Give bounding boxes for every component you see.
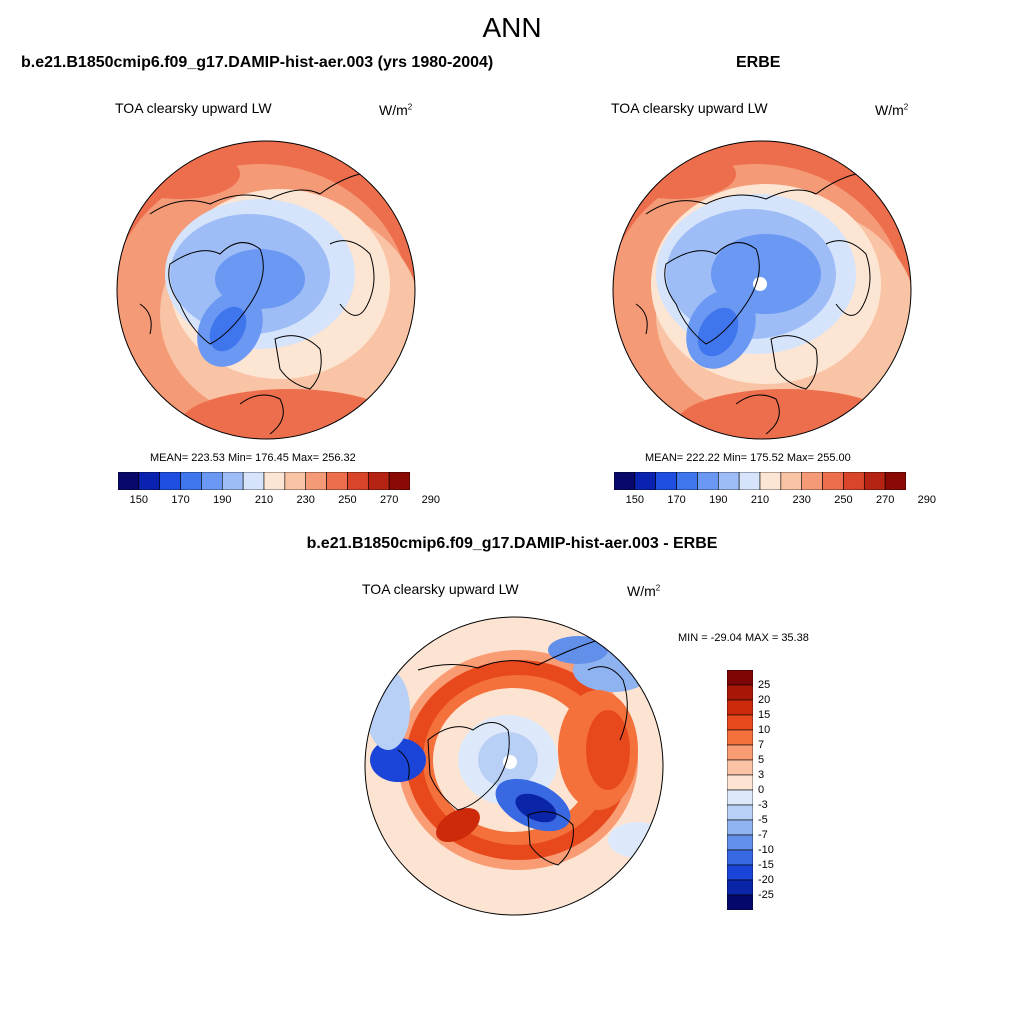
colorbar-swatch: [180, 472, 202, 490]
test-colorbar-ticks: 150 170 190 210 230 250 270 290: [118, 494, 440, 508]
colorbar-swatch: [305, 472, 327, 490]
colorbar-swatch: [727, 729, 753, 746]
colorbar-swatch: [822, 472, 844, 490]
colorbar-swatch: [367, 472, 390, 490]
colorbar-tick-label: 190: [213, 494, 232, 506]
colorbar-swatch: [727, 789, 753, 806]
colorbar-swatch: [326, 472, 348, 490]
diff-polar-map: [364, 616, 664, 916]
colorbar-tick-label: 170: [171, 494, 190, 506]
colorbar-swatch: [676, 472, 698, 490]
test-stats-line: MEAN= 223.53 Min= 176.45 Max= 256.32: [150, 452, 356, 464]
colorbar-tick-label: 270: [379, 494, 399, 506]
diff-colorbar: [727, 670, 753, 910]
obs-colorbar: [614, 472, 906, 490]
colorbar-swatch: [863, 472, 886, 490]
colorbar-tick-label: 270: [875, 494, 895, 506]
colorbar-swatch: [843, 472, 865, 490]
colorbar-tick-label: 25: [758, 678, 771, 691]
colorbar-tick-label: 150: [129, 494, 149, 506]
colorbar-swatch: [634, 472, 657, 490]
colorbar-swatch: [118, 472, 140, 490]
colorbar-swatch: [759, 472, 782, 490]
colorbar-swatch: [727, 684, 753, 701]
colorbar-swatch: [655, 472, 677, 490]
colorbar-swatch: [727, 744, 753, 761]
colorbar-tick-label: 230: [296, 494, 315, 506]
colorbar-tick-label: 170: [667, 494, 686, 506]
diff-colorbar-ticks: 25 20 15 10 7 5 3 0 -3 -5 -7 -10 -15 -20 -25: [758, 670, 798, 910]
colorbar-swatch: [614, 472, 636, 490]
diff-minmax: MIN = -29.04 MAX = 35.38: [678, 632, 809, 644]
colorbar-swatch: [780, 472, 803, 490]
colorbar-swatch: [727, 670, 753, 686]
obs-variable-label: TOA clearsky upward LW: [611, 100, 768, 116]
season-title: ANN: [482, 12, 542, 43]
colorbar-swatch: [242, 472, 265, 490]
colorbar-swatch: [159, 472, 181, 490]
obs-units-label: W/m2: [875, 102, 909, 118]
diff-title: b.e21.B1850cmip6.f09_g17.DAMIP-hist-aer.…: [306, 535, 718, 552]
colorbar-tick-label: 10: [758, 723, 771, 736]
colorbar-tick-label: -20: [758, 873, 774, 886]
obs-polar-map: [612, 140, 912, 440]
test-variable-label: TOA clearsky upward LW: [115, 100, 272, 116]
colorbar-tick-label: 3: [758, 768, 765, 781]
obs-colorbar-ticks: 150 170 190 210 230 250 270 290: [614, 494, 936, 508]
colorbar-tick-label: 5: [758, 753, 765, 766]
colorbar-swatch: [201, 472, 223, 490]
colorbar-tick-label: -5: [758, 813, 768, 826]
obs-stats-line: MEAN= 222.22 Min= 175.52 Max= 255.00: [645, 452, 851, 464]
colorbar-swatch: [884, 472, 906, 490]
colorbar-swatch: [697, 472, 719, 490]
colorbar-swatch: [727, 699, 753, 716]
test-polar-map: [116, 140, 416, 440]
colorbar-tick-label: 150: [625, 494, 645, 506]
colorbar-swatch: [727, 849, 753, 866]
colorbar-swatch: [727, 834, 753, 851]
colorbar-swatch: [347, 472, 369, 490]
colorbar-tick-label: 210: [750, 494, 770, 506]
colorbar-swatch: [727, 819, 753, 836]
colorbar-swatch: [727, 894, 753, 910]
colorbar-tick-label: -7: [758, 828, 768, 841]
colorbar-tick-label: -25: [758, 888, 774, 901]
colorbar-swatch: [138, 472, 161, 490]
obs-title: ERBE: [736, 54, 781, 71]
colorbar-tick-label: 7: [758, 738, 765, 751]
test-units-label: W/m2: [379, 102, 413, 118]
test-case-title: b.e21.B1850cmip6.f09_g17.DAMIP-hist-aer.…: [21, 54, 494, 71]
colorbar-swatch: [727, 774, 753, 791]
colorbar-tick-label: 190: [709, 494, 728, 506]
colorbar-tick-label: -15: [758, 858, 774, 871]
diff-variable-label: TOA clearsky upward LW: [362, 581, 519, 597]
colorbar-tick-label: 290: [917, 494, 937, 506]
colorbar-tick-label: -3: [758, 798, 768, 811]
colorbar-swatch: [727, 759, 753, 776]
colorbar-swatch: [717, 472, 740, 490]
colorbar-tick-label: 0: [758, 783, 765, 796]
colorbar-tick-label: 15: [758, 708, 771, 721]
colorbar-swatch: [727, 879, 753, 896]
test-colorbar: [118, 472, 410, 490]
colorbar-tick-label: 230: [792, 494, 811, 506]
colorbar-swatch: [727, 714, 753, 731]
colorbar-tick-label: -10: [758, 843, 774, 856]
colorbar-swatch: [221, 472, 244, 490]
colorbar-tick-label: 290: [421, 494, 441, 506]
colorbar-swatch: [738, 472, 761, 490]
colorbar-tick-label: 250: [338, 494, 357, 506]
colorbar-swatch: [284, 472, 307, 490]
colorbar-tick-label: 250: [834, 494, 853, 506]
diff-units-label: W/m2: [627, 583, 661, 599]
colorbar-swatch: [263, 472, 286, 490]
colorbar-tick-label: 210: [254, 494, 274, 506]
colorbar-swatch: [801, 472, 823, 490]
colorbar-tick-label: 20: [758, 693, 771, 706]
colorbar-swatch: [727, 804, 753, 821]
colorbar-swatch: [727, 864, 753, 881]
colorbar-swatch: [388, 472, 410, 490]
